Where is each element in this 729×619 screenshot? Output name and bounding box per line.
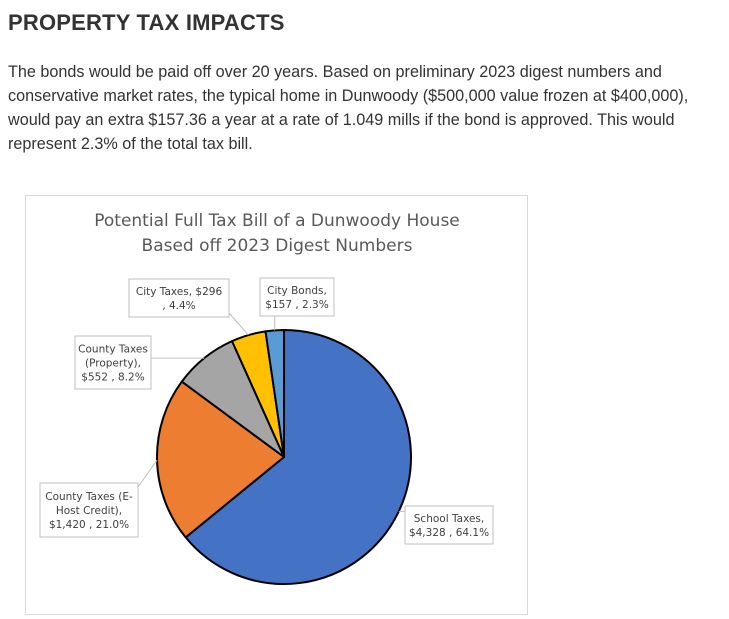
pie-slice-county-taxes-e-host-credit: [156, 380, 285, 539]
data-label-county-taxes-e-host-credit-line-3: $1,420 , 21.0%: [49, 519, 129, 531]
pie-slices: [156, 329, 412, 585]
data-label-county-taxes-property-line-1: County Taxes: [78, 344, 148, 356]
data-label-county-taxes-e-host-credit-line-2: Host Credit),: [56, 505, 122, 517]
data-label-county-taxes-e-host-credit-line-1: County Taxes (E-: [45, 491, 133, 503]
intro-paragraph: The bonds would be paid off over 20 year…: [8, 63, 689, 153]
chart-title-line-1: Potential Full Tax Bill of a Dunwoody Ho…: [94, 211, 460, 231]
data-label-county-taxes-property-line-2: (Property),: [85, 358, 141, 370]
data-label-school-taxes-line-1: School Taxes,: [414, 513, 484, 525]
pie-slice-school-taxes: [184, 329, 412, 585]
leader-line-county-taxes-e-host-credit: [137, 459, 158, 488]
data-label-county-taxes-property-line-3: $552 , 8.2%: [81, 372, 144, 384]
data-label-city-bonds-line-2: $157 , 2.3%: [265, 299, 328, 311]
data-label-city-taxes-line-1: City Taxes, $296: [136, 286, 223, 298]
pie-chart: Potential Full Tax Bill of a Dunwoody Ho…: [39, 211, 494, 585]
data-labels: School Taxes, $4,328 , 64.1% County Taxes …: [39, 277, 494, 545]
data-label-box-county-taxes-e-host-credit: [39, 482, 139, 538]
chart-title-line-2: Based off 2023 Digest Numbers: [142, 236, 413, 256]
data-label-city-bonds-line-1: City Bonds,: [267, 285, 327, 297]
leader-line-city-taxes: [228, 312, 249, 336]
page-heading: PROPERTY TAX IMPACTS: [8, 10, 285, 35]
data-label-box-city-bonds: [259, 277, 335, 317]
data-label-city-taxes-line-2: , 4.4%: [162, 300, 195, 312]
data-label-school-taxes-line-2: $4,328 , 64.1%: [409, 527, 489, 539]
data-label-box-county-taxes-property: [74, 335, 152, 390]
pie-slice-city-bonds: [264, 329, 285, 458]
chart-frame: Potential Full Tax Bill of a Dunwoody Ho…: [25, 195, 528, 615]
data-label-box-school-taxes: [404, 505, 494, 545]
data-label-box-city-taxes: [128, 278, 230, 318]
